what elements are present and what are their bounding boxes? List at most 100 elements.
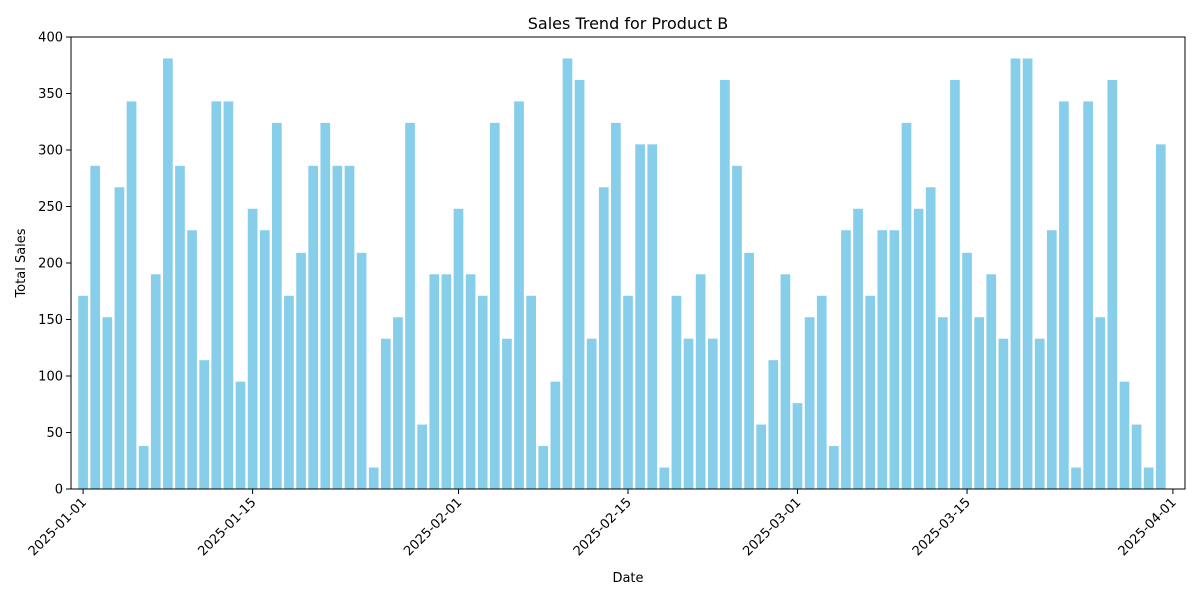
bar-2025-03-17 xyxy=(986,274,997,489)
y-tick-label: 400 xyxy=(38,31,63,46)
bar-2025-01-05 xyxy=(126,101,137,489)
bar-2025-01-21 xyxy=(320,122,331,489)
y-tick-label: 300 xyxy=(38,144,63,159)
bar-2025-02-19 xyxy=(671,295,682,489)
bar-2025-01-17 xyxy=(272,122,282,489)
bar-2025-02-13 xyxy=(598,187,609,490)
bar-2025-03-03 xyxy=(816,295,827,489)
bar-2025-03-09 xyxy=(889,230,900,490)
bar-2025-03-31 xyxy=(1155,144,1166,489)
chart-title: Sales Trend for Product B xyxy=(528,14,728,33)
bar-2025-01-19 xyxy=(296,252,306,489)
bar-2025-02-06 xyxy=(514,101,524,489)
bar-2025-01-30 xyxy=(429,274,440,489)
bar-2025-02-14 xyxy=(611,122,621,489)
y-axis-label: Total Sales xyxy=(14,228,29,298)
bar-2025-01-07 xyxy=(150,274,161,489)
bar-2025-02-11 xyxy=(574,79,585,489)
bar-2025-03-19 xyxy=(1010,58,1021,489)
y-tick-label: 250 xyxy=(38,200,63,215)
bar-2025-01-02 xyxy=(90,165,101,489)
bar-2025-01-08 xyxy=(163,58,173,489)
y-tick-label: 200 xyxy=(38,257,63,272)
bar-2025-03-28 xyxy=(1119,381,1130,489)
bar-2025-03-26 xyxy=(1095,317,1106,489)
x-tick-label: 2025-03-01 xyxy=(740,495,804,559)
bar-2025-02-24 xyxy=(732,165,742,489)
bar-2025-03-16 xyxy=(974,317,984,489)
x-tick-label: 2025-03-15 xyxy=(910,495,974,559)
y-tick-label: 350 xyxy=(38,87,63,102)
bar-2025-03-18 xyxy=(998,338,1009,489)
bar-2025-01-01 xyxy=(78,295,88,489)
bar-2025-01-22 xyxy=(332,165,343,489)
bar-2025-03-12 xyxy=(925,187,936,490)
bar-2025-02-17 xyxy=(647,144,658,489)
bar-2025-02-09 xyxy=(550,381,561,489)
bar-2025-01-13 xyxy=(223,101,234,489)
bar-2025-01-14 xyxy=(235,381,246,489)
bar-2025-01-28 xyxy=(405,122,415,489)
bar-2025-02-23 xyxy=(720,79,730,489)
bar-2025-03-05 xyxy=(841,230,851,490)
bar-2025-03-27 xyxy=(1107,79,1118,489)
bar-2025-01-26 xyxy=(380,338,391,489)
bar-2025-01-29 xyxy=(417,424,427,489)
bar-2025-02-15 xyxy=(623,295,633,489)
bar-2025-03-23 xyxy=(1059,101,1069,489)
bar-2025-02-21 xyxy=(695,274,706,489)
bar-2025-01-11 xyxy=(199,360,210,489)
bar-2025-02-04 xyxy=(489,122,500,489)
bar-2025-02-10 xyxy=(562,58,573,489)
bar-2025-01-03 xyxy=(102,317,113,489)
bar-2025-02-02 xyxy=(465,274,476,489)
bar-2025-02-25 xyxy=(744,252,754,489)
bar-2025-03-06 xyxy=(853,208,863,489)
x-tick-label: 2025-02-01 xyxy=(401,495,465,559)
bar-2025-01-24 xyxy=(356,252,367,489)
bar-2025-01-31 xyxy=(441,274,452,489)
bar-2025-01-25 xyxy=(368,467,379,489)
bar-2025-02-12 xyxy=(586,338,597,489)
y-tick-label: 50 xyxy=(46,426,63,441)
bar-2025-02-03 xyxy=(477,295,488,489)
bar-2025-01-09 xyxy=(175,165,185,489)
bar-2025-03-30 xyxy=(1143,467,1154,489)
bar-2025-03-07 xyxy=(865,295,876,489)
x-axis: 2025-01-01 2025-01-15 2025-02-01 2025-02-15… xyxy=(26,489,1180,559)
bar-2025-02-18 xyxy=(659,467,670,489)
bar-2025-03-08 xyxy=(877,230,888,490)
bar-2025-03-22 xyxy=(1046,230,1057,490)
bar-2025-02-05 xyxy=(502,338,512,489)
bar-2025-03-02 xyxy=(804,317,815,489)
bar-2025-01-12 xyxy=(211,101,222,489)
bar-2025-03-24 xyxy=(1071,467,1081,489)
bar-2025-03-01 xyxy=(792,403,803,489)
bar-2025-02-20 xyxy=(683,338,694,489)
bar-2025-03-13 xyxy=(937,317,948,489)
y-tick-label: 150 xyxy=(38,313,63,328)
bar-2025-02-16 xyxy=(635,144,645,489)
bar-2025-03-11 xyxy=(913,208,924,489)
bar-2025-01-23 xyxy=(344,165,355,489)
bar-2025-02-22 xyxy=(707,338,718,489)
plot-frame xyxy=(70,36,1186,490)
bar-2025-02-27 xyxy=(768,360,779,489)
bar-2025-03-04 xyxy=(829,446,839,489)
bar-2025-02-28 xyxy=(780,274,791,489)
bar-2025-02-08 xyxy=(538,446,549,489)
x-tick-label: 2025-01-01 xyxy=(26,495,90,559)
bar-2025-01-06 xyxy=(138,446,149,489)
bar-2025-03-15 xyxy=(962,252,972,489)
bar-2025-03-10 xyxy=(901,122,912,489)
bar-2025-02-07 xyxy=(526,295,536,489)
bar-2025-02-26 xyxy=(756,424,767,489)
bar-2025-01-15 xyxy=(247,208,258,489)
bar-2025-03-21 xyxy=(1034,338,1045,489)
bar-2025-01-04 xyxy=(114,187,125,490)
bar-2025-02-01 xyxy=(453,208,464,489)
y-tick-label: 0 xyxy=(55,483,63,498)
bar-2025-03-14 xyxy=(950,79,960,489)
bar-2025-01-16 xyxy=(259,230,270,490)
